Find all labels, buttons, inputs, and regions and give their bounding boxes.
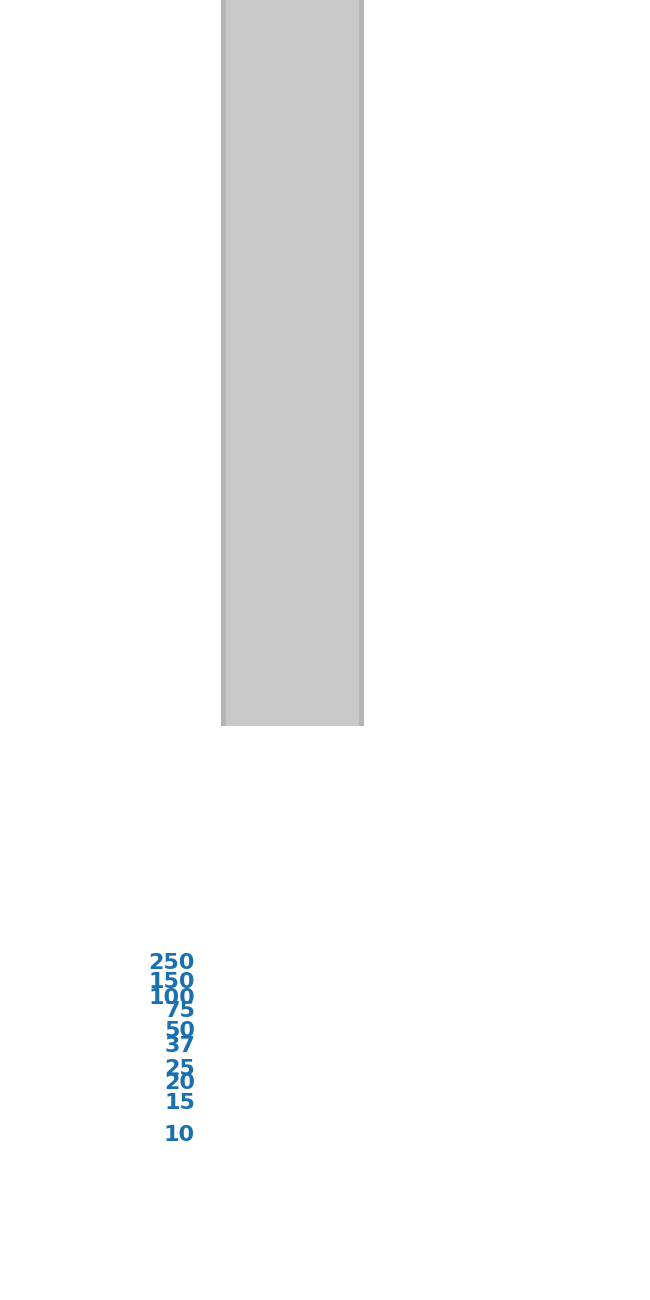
Bar — [221, 0, 364, 725]
Text: 75: 75 — [164, 1001, 195, 1022]
Text: 150: 150 — [148, 972, 195, 992]
Text: 20: 20 — [164, 1072, 195, 1093]
Bar — [359, 0, 364, 725]
Text: 100: 100 — [148, 988, 195, 1009]
Text: 50: 50 — [164, 1020, 195, 1040]
Text: 250: 250 — [149, 953, 195, 972]
Text: 10: 10 — [164, 1124, 195, 1145]
Text: 15: 15 — [164, 1093, 195, 1113]
Text: 37: 37 — [164, 1036, 195, 1057]
Bar — [221, 0, 226, 725]
Text: 25: 25 — [164, 1060, 195, 1079]
